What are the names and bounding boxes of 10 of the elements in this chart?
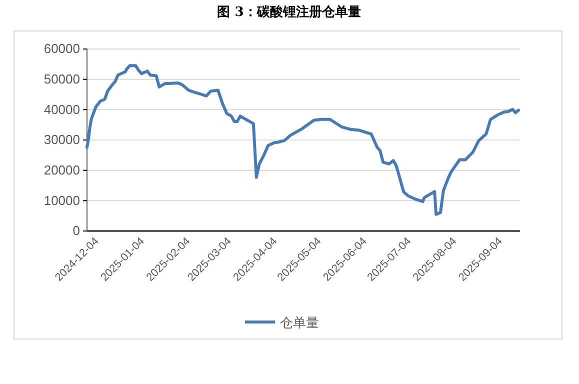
y-tick-label: 60000: [44, 41, 80, 56]
y-tick-label: 50000: [44, 71, 80, 86]
y-tick-label: 0: [72, 223, 80, 238]
legend-label: 仓单量: [280, 316, 319, 331]
y-tick-label: 30000: [44, 132, 80, 148]
line-series: [86, 64, 520, 216]
y-tick-label: 10000: [44, 192, 80, 208]
y-tick-label: 40000: [44, 102, 80, 117]
chart-title: 图 3：碳酸锂注册仓单量: [217, 4, 361, 20]
y-tick-label: 20000: [44, 162, 80, 178]
